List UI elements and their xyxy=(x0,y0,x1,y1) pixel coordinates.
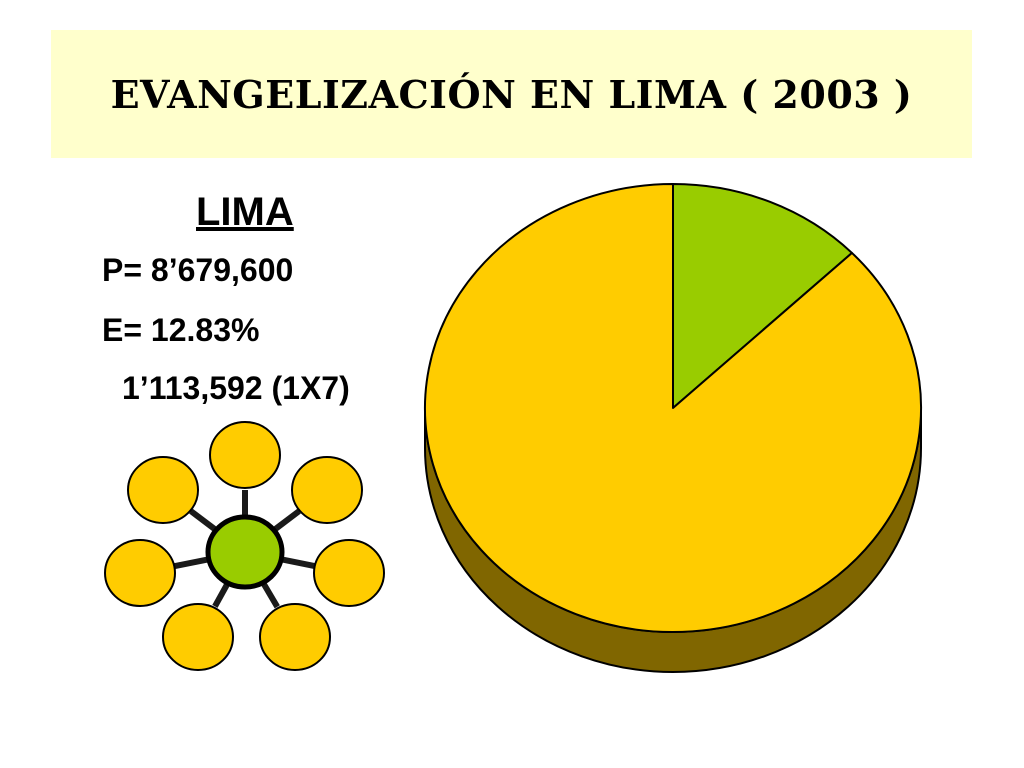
population-text: P= 8’679,600 xyxy=(102,252,294,288)
cell-satellite-4 xyxy=(162,603,234,671)
cell-satellite-2 xyxy=(313,539,385,607)
count-text: 1’113,592 (1X7) xyxy=(122,370,350,406)
slide-title: EVANGELIZACIÓN EN LIMA ( 2003 ) xyxy=(110,71,913,117)
cell-connector-1 xyxy=(272,508,301,533)
cell-connector-4 xyxy=(212,582,230,608)
cell-connector-6 xyxy=(189,508,218,533)
cell-satellite-3 xyxy=(259,603,331,671)
title-banner: EVANGELIZACIÓN EN LIMA ( 2003 ) xyxy=(51,30,972,158)
cell-satellite-0 xyxy=(209,421,281,489)
cell-satellite-6 xyxy=(127,456,199,524)
cell-connector-5 xyxy=(173,556,210,570)
info-heading: LIMA xyxy=(196,190,294,234)
cell-satellite-1 xyxy=(291,456,363,524)
evangelized-text: E= 12.83% xyxy=(102,312,260,348)
cell-connector-2 xyxy=(280,556,316,570)
cell-center xyxy=(205,514,285,590)
cell-connector-3 xyxy=(261,582,280,609)
pie-slice-0 xyxy=(672,183,853,409)
pie-slice-1 xyxy=(424,183,922,633)
cell-satellite-5 xyxy=(104,539,176,607)
